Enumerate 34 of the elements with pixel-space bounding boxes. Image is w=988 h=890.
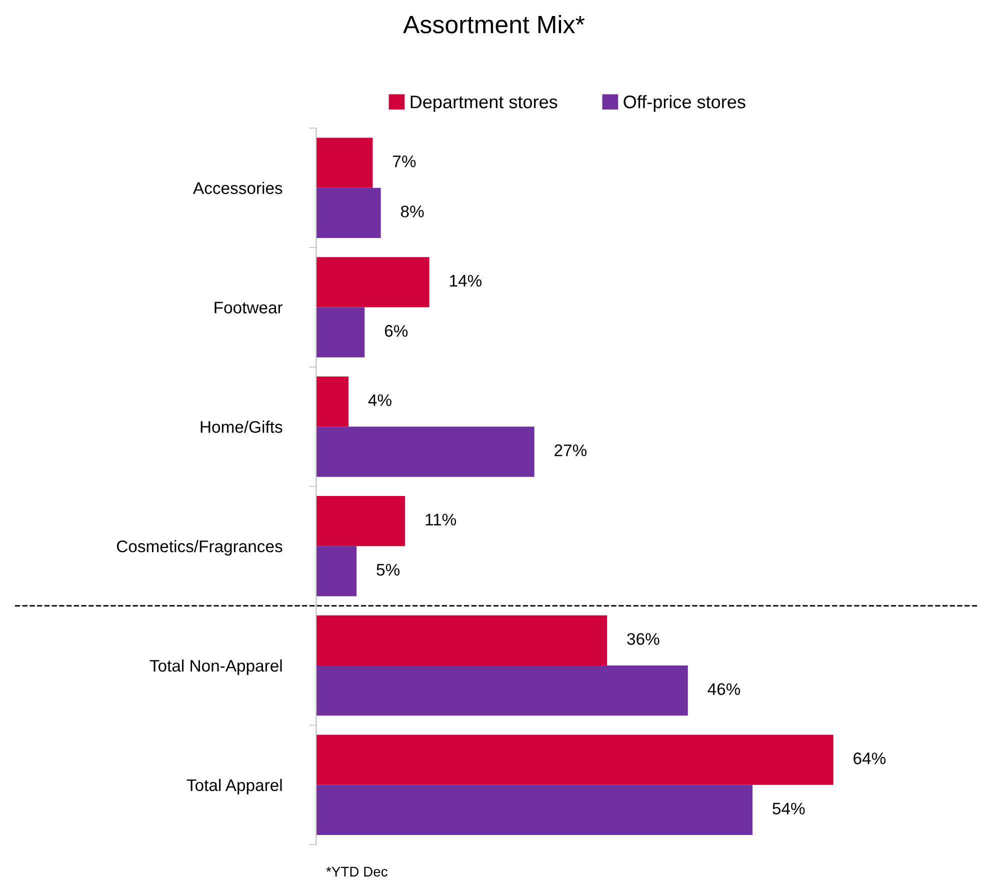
y-tick-label: Footwear: [214, 302, 283, 314]
bar: [316, 426, 534, 477]
bar: [316, 546, 357, 596]
y-tick-label: Home/Gifts: [200, 420, 282, 433]
y-tick-label: Accessories: [193, 182, 282, 194]
data-label: 5%: [376, 564, 400, 576]
bar: [316, 138, 373, 188]
y-tick-label: Total Apparel: [186, 778, 282, 794]
data-label: 36%: [627, 633, 660, 645]
legend-label: Department stores: [410, 96, 558, 112]
bar: [316, 734, 834, 785]
y-tick-label: Total Non-Apparel: [150, 659, 282, 675]
bar: [316, 376, 348, 427]
data-label: 27%: [554, 444, 587, 456]
bar: [316, 666, 688, 716]
bar: [316, 784, 753, 836]
bar: [316, 615, 608, 666]
text: *YTD Dec: [326, 866, 388, 877]
data-label: 64%: [854, 752, 886, 764]
bar: [316, 188, 381, 238]
bar: [316, 257, 430, 308]
data-label: 46%: [708, 683, 740, 696]
data-label: 11%: [426, 514, 456, 526]
data-label: 4%: [368, 394, 392, 406]
data-label: 8%: [400, 206, 424, 218]
legend-label: Off-price stores: [624, 95, 746, 112]
chart-title: Assortment Mix*: [403, 15, 585, 34]
bar: [316, 496, 406, 546]
data-label: 6%: [384, 325, 408, 337]
data-label: 54%: [772, 802, 805, 814]
data-label: 7%: [393, 156, 416, 168]
y-tick-label: Cosmetics/Fragrances: [116, 540, 282, 556]
bar: [316, 307, 365, 358]
data-label: 14%: [450, 274, 482, 287]
